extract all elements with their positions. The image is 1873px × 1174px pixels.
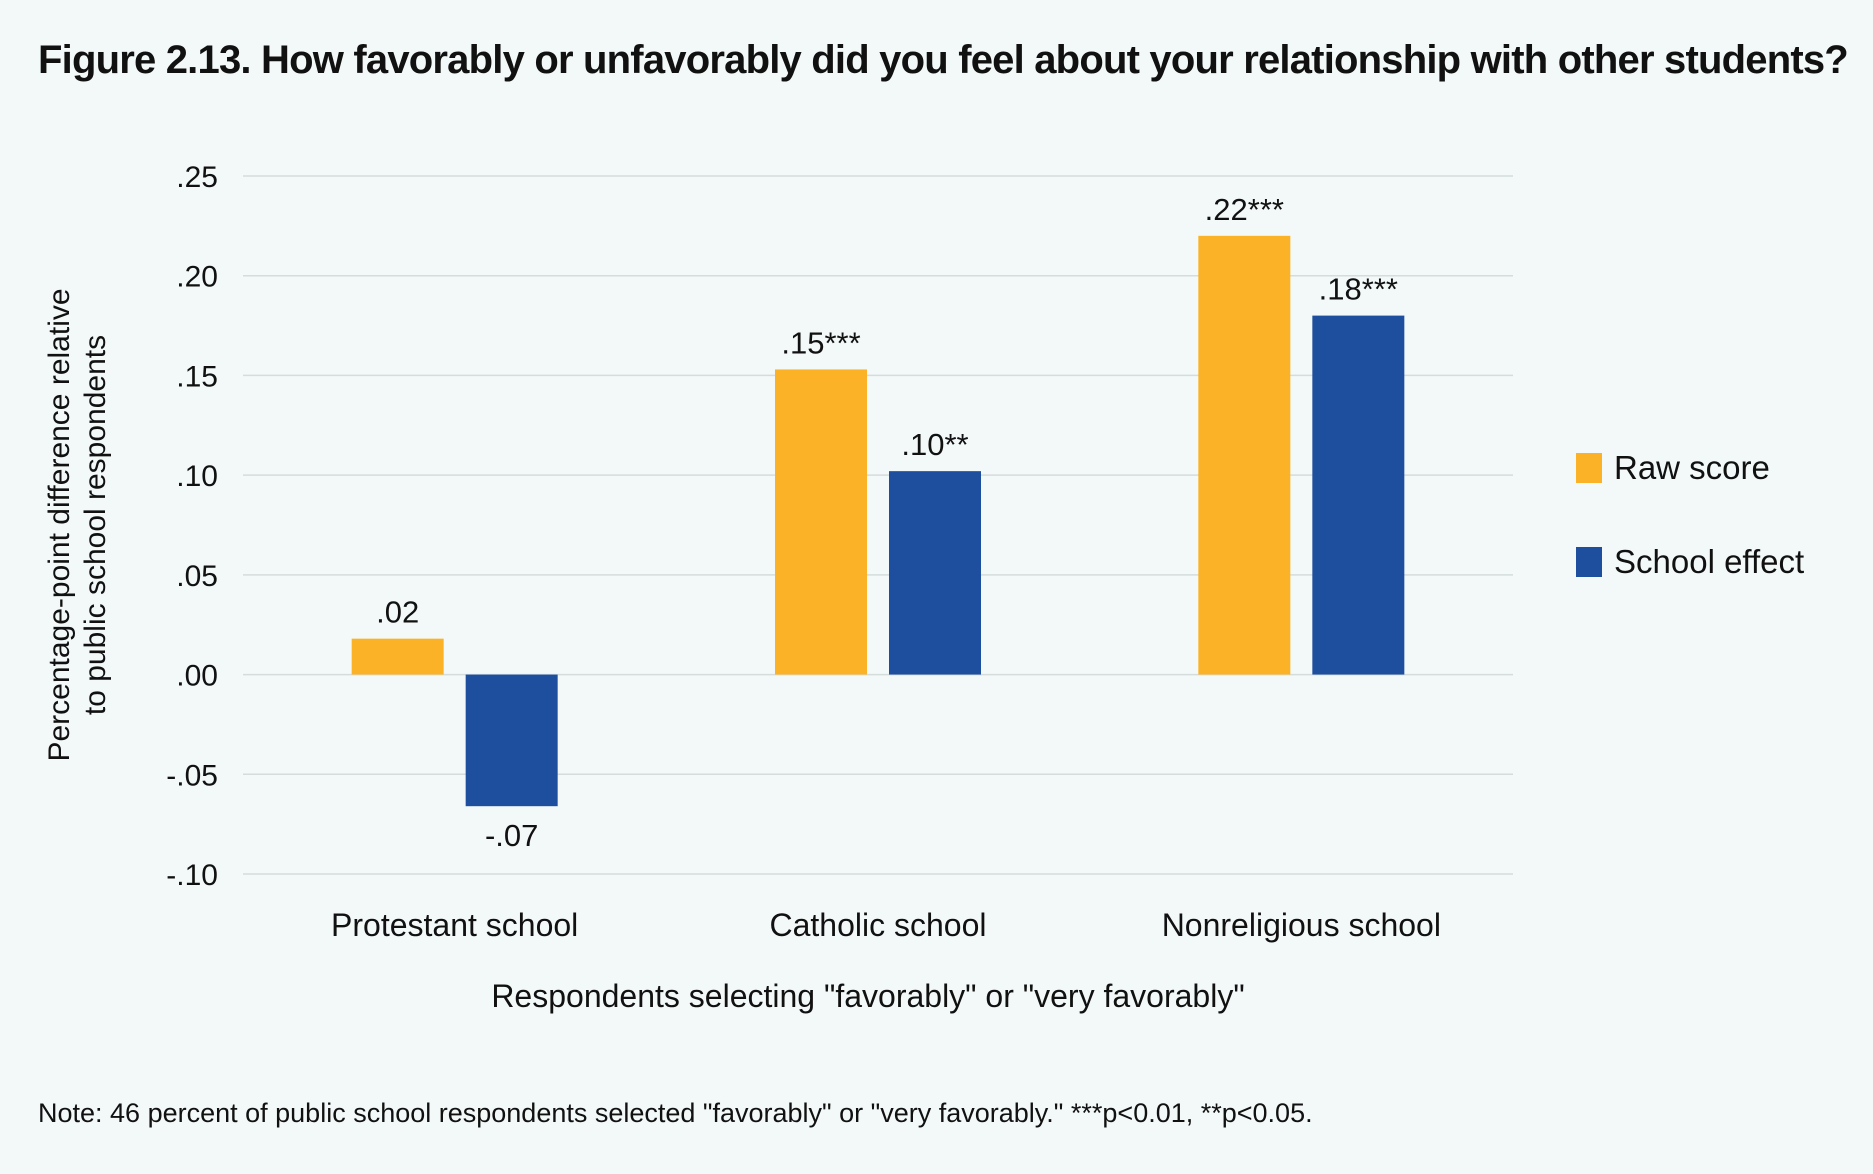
y-tick-label: .15 bbox=[176, 360, 218, 393]
bar-school-effect bbox=[465, 674, 558, 807]
y-axis-title-line: to public school respondents bbox=[79, 335, 112, 715]
data-label: .02 bbox=[376, 595, 419, 630]
y-tick-label: .10 bbox=[176, 460, 218, 493]
data-label: .18*** bbox=[1319, 272, 1398, 307]
data-label: -.07 bbox=[485, 818, 538, 853]
y-tick-label: .20 bbox=[176, 261, 218, 294]
y-axis-title-line: Percentage-point difference relative bbox=[43, 288, 76, 761]
legend-label: School effect bbox=[1614, 543, 1804, 580]
bar-school-effect bbox=[889, 471, 981, 675]
legend-swatch bbox=[1576, 547, 1602, 577]
legend-label: Raw score bbox=[1614, 449, 1770, 486]
bar-raw-score bbox=[351, 638, 444, 675]
chart-title: Figure 2.13. How favorably or unfavorabl… bbox=[38, 38, 1849, 82]
y-tick-label: .00 bbox=[176, 660, 218, 693]
bar-school-effect bbox=[1312, 315, 1405, 675]
y-tick-label: -.05 bbox=[166, 759, 218, 792]
bar-raw-score bbox=[775, 369, 867, 675]
x-tick-label: Nonreligious school bbox=[1162, 907, 1441, 943]
x-tick-label: Protestant school bbox=[331, 907, 578, 943]
x-axis-title: Respondents selecting "favorably" or "ve… bbox=[491, 978, 1244, 1014]
y-axis-title: Percentage-point difference relative to p… bbox=[43, 288, 112, 761]
chart-note: Note: 46 percent of public school respon… bbox=[38, 1098, 1313, 1128]
x-tick-label: Catholic school bbox=[770, 907, 987, 943]
bar-raw-score bbox=[1198, 235, 1291, 675]
y-tick-label: .25 bbox=[176, 161, 218, 194]
data-label: .15*** bbox=[781, 325, 860, 360]
y-tick-label: .05 bbox=[176, 560, 218, 593]
legend-swatch bbox=[1576, 453, 1602, 483]
y-tick-label: -.10 bbox=[166, 859, 218, 892]
data-label: .22*** bbox=[1205, 192, 1284, 227]
data-label: .10** bbox=[901, 427, 968, 462]
